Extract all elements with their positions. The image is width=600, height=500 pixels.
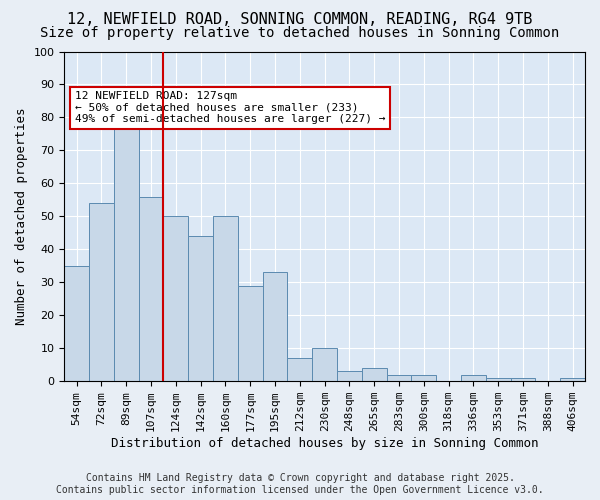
Bar bbox=[89, 203, 114, 381]
Bar bbox=[213, 216, 238, 381]
Bar bbox=[412, 374, 436, 381]
Bar bbox=[263, 272, 287, 381]
Bar bbox=[486, 378, 511, 381]
Text: Contains HM Land Registry data © Crown copyright and database right 2025.
Contai: Contains HM Land Registry data © Crown c… bbox=[56, 474, 544, 495]
Bar bbox=[362, 368, 386, 381]
Bar bbox=[287, 358, 312, 381]
Text: 12, NEWFIELD ROAD, SONNING COMMON, READING, RG4 9TB: 12, NEWFIELD ROAD, SONNING COMMON, READI… bbox=[67, 12, 533, 28]
Bar bbox=[188, 236, 213, 381]
Y-axis label: Number of detached properties: Number of detached properties bbox=[15, 108, 28, 325]
Bar bbox=[163, 216, 188, 381]
Text: Size of property relative to detached houses in Sonning Common: Size of property relative to detached ho… bbox=[40, 26, 560, 40]
Bar bbox=[312, 348, 337, 381]
Bar bbox=[114, 114, 139, 381]
Bar bbox=[511, 378, 535, 381]
Bar bbox=[461, 374, 486, 381]
X-axis label: Distribution of detached houses by size in Sonning Common: Distribution of detached houses by size … bbox=[111, 437, 538, 450]
Bar bbox=[386, 374, 412, 381]
Text: 12 NEWFIELD ROAD: 127sqm
← 50% of detached houses are smaller (233)
49% of semi-: 12 NEWFIELD ROAD: 127sqm ← 50% of detach… bbox=[74, 91, 385, 124]
Bar bbox=[139, 196, 163, 381]
Bar bbox=[560, 378, 585, 381]
Bar bbox=[64, 266, 89, 381]
Bar bbox=[238, 286, 263, 381]
Bar bbox=[337, 372, 362, 381]
